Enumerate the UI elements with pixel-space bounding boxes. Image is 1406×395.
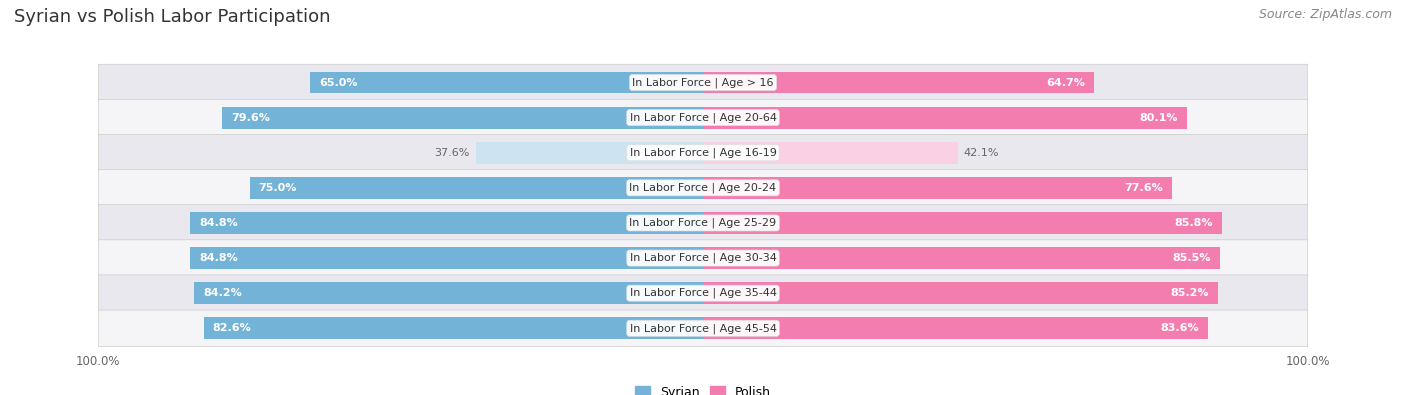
Bar [703, 318, 1208, 339]
Text: In Labor Force | Age 16-19: In Labor Force | Age 16-19 [630, 147, 776, 158]
Text: In Labor Force | Age 35-44: In Labor Force | Age 35-44 [630, 288, 776, 299]
Bar [703, 107, 1187, 128]
Text: 83.6%: 83.6% [1161, 323, 1199, 333]
Bar [703, 71, 1094, 93]
Legend: Syrian, Polish: Syrian, Polish [630, 381, 776, 395]
Text: In Labor Force | Age 20-64: In Labor Force | Age 20-64 [630, 112, 776, 123]
Bar [475, 142, 703, 164]
Text: 85.2%: 85.2% [1171, 288, 1209, 298]
Text: 84.2%: 84.2% [202, 288, 242, 298]
Text: 85.5%: 85.5% [1173, 253, 1211, 263]
Bar [194, 282, 703, 304]
Bar [703, 177, 1173, 199]
Text: 84.8%: 84.8% [200, 253, 238, 263]
Text: 64.7%: 64.7% [1046, 77, 1085, 88]
FancyBboxPatch shape [98, 134, 1308, 171]
Bar [204, 318, 703, 339]
Text: 84.8%: 84.8% [200, 218, 238, 228]
FancyBboxPatch shape [98, 100, 1308, 136]
Text: In Labor Force | Age > 16: In Labor Force | Age > 16 [633, 77, 773, 88]
FancyBboxPatch shape [98, 240, 1308, 276]
Text: In Labor Force | Age 30-34: In Labor Force | Age 30-34 [630, 253, 776, 263]
Bar [703, 212, 1222, 234]
FancyBboxPatch shape [98, 64, 1308, 101]
Text: In Labor Force | Age 25-29: In Labor Force | Age 25-29 [630, 218, 776, 228]
Bar [190, 212, 703, 234]
Text: 79.6%: 79.6% [231, 113, 270, 122]
Bar [222, 107, 703, 128]
Text: Source: ZipAtlas.com: Source: ZipAtlas.com [1258, 8, 1392, 21]
Text: 85.8%: 85.8% [1174, 218, 1212, 228]
Bar [190, 247, 703, 269]
Text: 82.6%: 82.6% [212, 323, 252, 333]
Text: In Labor Force | Age 20-24: In Labor Force | Age 20-24 [630, 182, 776, 193]
Bar [703, 142, 957, 164]
Text: 65.0%: 65.0% [319, 77, 357, 88]
FancyBboxPatch shape [98, 310, 1308, 346]
Text: 77.6%: 77.6% [1125, 183, 1163, 193]
FancyBboxPatch shape [98, 275, 1308, 311]
Bar [250, 177, 703, 199]
Bar [311, 71, 703, 93]
FancyBboxPatch shape [98, 205, 1308, 241]
Text: In Labor Force | Age 45-54: In Labor Force | Age 45-54 [630, 323, 776, 333]
Bar [703, 247, 1220, 269]
Text: 37.6%: 37.6% [434, 148, 470, 158]
Text: 42.1%: 42.1% [963, 148, 1000, 158]
Text: 75.0%: 75.0% [259, 183, 297, 193]
Bar [703, 282, 1218, 304]
FancyBboxPatch shape [98, 169, 1308, 206]
Text: 80.1%: 80.1% [1140, 113, 1178, 122]
Text: Syrian vs Polish Labor Participation: Syrian vs Polish Labor Participation [14, 8, 330, 26]
